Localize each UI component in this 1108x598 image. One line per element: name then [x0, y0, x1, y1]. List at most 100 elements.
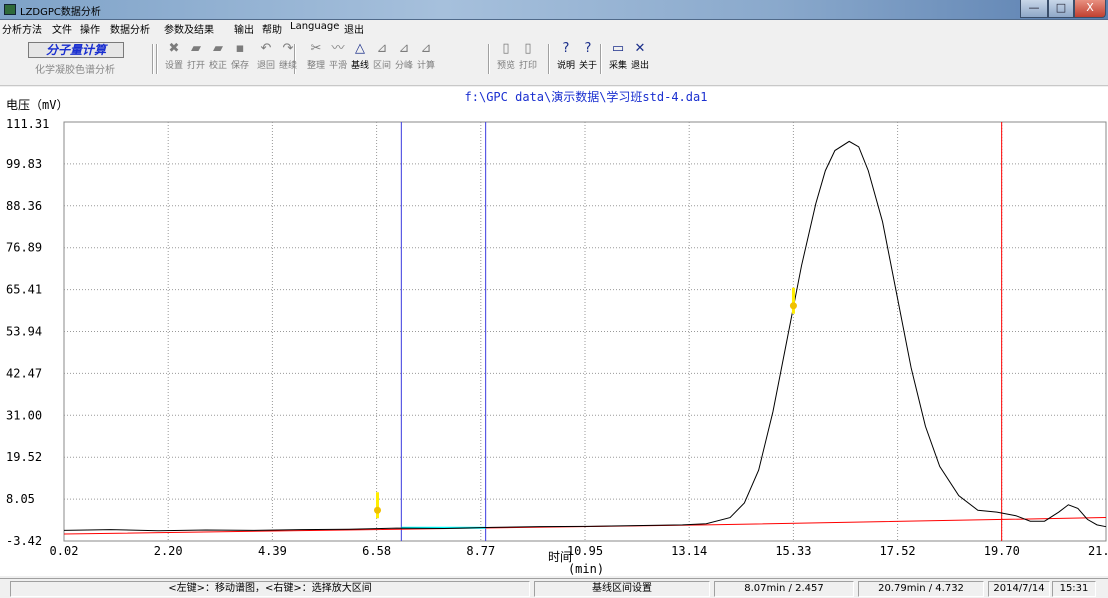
y-tick-label: 99.83: [6, 157, 42, 171]
menu-bar: 分析方法 文件 操作 数据分析 参数及结果 输出 帮助 Language 退出: [0, 20, 1108, 36]
menu-file[interactable]: 文件: [52, 25, 72, 36]
window-title: LZDGPC数据分析: [20, 7, 101, 18]
file-path-title: f:\GPC data\演示数据\学习班std-4.da1: [465, 89, 708, 104]
mode-title-button[interactable]: 分子量计算: [28, 42, 124, 58]
status-bar: <左键>：移动谱图，<右键>：选择放大区间 基线区间设置 8.07min / 2…: [0, 578, 1108, 598]
print-button[interactable]: ▯ 打印: [518, 40, 538, 76]
toolbar-separator: [548, 44, 550, 74]
title-bar[interactable]: LZDGPC数据分析 — □ X: [0, 0, 1108, 20]
tidy-button[interactable]: ✂ 整理: [306, 40, 326, 76]
preview-label: 预览: [496, 61, 515, 71]
interval-icon: ⊿: [376, 41, 388, 56]
calibrate-label: 校正: [208, 61, 227, 71]
smooth-label: 平滑: [328, 61, 347, 71]
toolbar-separator: [152, 44, 154, 74]
toolbar-separator: [488, 44, 490, 74]
interval-button[interactable]: ⊿ 区间: [372, 40, 392, 76]
x-tick-label: 17.52: [880, 544, 916, 558]
menu-analysis-method[interactable]: 分析方法: [2, 25, 42, 36]
x-tick-label: 2.20: [154, 544, 183, 558]
chromatogram-plot[interactable]: f:\GPC data\演示数据\学习班std-4.da1 电压（mV） 时间 (mi…: [0, 87, 1108, 576]
menu-language[interactable]: Language: [290, 21, 340, 32]
preview-icon: ▯: [502, 41, 510, 56]
x-axis-label: 时间: [548, 550, 572, 564]
about-button[interactable]: ? 关于: [578, 40, 598, 76]
settings-button[interactable]: ✖ 设置: [164, 40, 184, 76]
exit-button[interactable]: ✕ 退出: [630, 40, 650, 76]
y-tick-label: 53.94: [6, 325, 42, 339]
tidy-icon: ✂: [310, 41, 322, 56]
exit-icon: ✕: [634, 41, 646, 56]
settings-label: 设置: [164, 61, 183, 71]
x-tick-label: 8.77: [466, 544, 495, 558]
save-label: 保存: [230, 61, 249, 71]
preview-button[interactable]: ▯ 预览: [496, 40, 516, 76]
calculate-label: 计算: [416, 61, 435, 71]
calibrate-icon: ▰: [213, 41, 223, 56]
baseline-series: [63, 517, 1107, 535]
calibrate-button[interactable]: ▰ 校正: [208, 40, 228, 76]
menu-data-analysis[interactable]: 数据分析: [110, 25, 150, 36]
y-tick-label: 19.52: [6, 450, 42, 464]
x-tick-label: 6.58: [362, 544, 391, 558]
toolbar-separator: [600, 44, 602, 74]
y-tick-label: 65.41: [6, 283, 42, 297]
calculate-button[interactable]: ⊿ 计算: [416, 40, 436, 76]
save-button[interactable]: ▪ 保存: [230, 40, 250, 76]
toolbar-separator: [294, 44, 296, 74]
y-tick-label: 42.47: [6, 366, 42, 380]
y-tick-label: 111.31: [6, 117, 49, 131]
print-label: 打印: [518, 61, 537, 71]
menu-output[interactable]: 输出: [234, 25, 254, 36]
toolbar: 分子量计算 化学凝胶色谱分析 ✖ 设置 ▰ 打开 ▰ 校正 ▪ 保存 ↶ 退回 ↷ 继续 ✂ 整理〰平滑 △…: [0, 36, 1108, 86]
split-peak-label: 分峰: [394, 61, 413, 71]
menu-exit[interactable]: 退出: [344, 25, 364, 36]
status-time: 15:31: [1052, 581, 1096, 597]
y-tick-label: 88.36: [6, 199, 42, 213]
menu-help[interactable]: 帮助: [262, 25, 282, 36]
baseline-button[interactable]: △ 基线: [350, 40, 370, 76]
chart-svg[interactable]: f:\GPC data\演示数据\学习班std-4.da1 电压（mV） 时间(mi…: [0, 87, 1108, 576]
y-tick-label: 76.89: [6, 241, 42, 255]
mode-panel: 分子量计算 化学凝胶色谱分析: [6, 42, 144, 76]
status-cursor-end: 20.79min / 4.732: [858, 581, 984, 597]
about-label: 关于: [578, 61, 597, 71]
open-button[interactable]: ▰ 打开: [186, 40, 206, 76]
status-date: 2014/7/14: [988, 581, 1050, 597]
close-button[interactable]: X: [1074, 0, 1106, 18]
redo-button[interactable]: ↷ 继续: [278, 40, 298, 76]
split-peak-icon: ⊿: [398, 41, 410, 56]
x-tick-label: 10.95: [567, 544, 603, 558]
minimize-button[interactable]: —: [1020, 0, 1048, 18]
x-tick-label: 4.39: [258, 544, 287, 558]
open-icon: ▰: [191, 41, 201, 56]
instructions-button[interactable]: ? 说明: [556, 40, 576, 76]
redo-icon: ↷: [282, 41, 294, 56]
tidy-label: 整理: [306, 61, 325, 71]
baseline-icon: △: [355, 41, 365, 56]
x-tick-label: 19.70: [984, 544, 1020, 558]
maximize-button[interactable]: □: [1048, 0, 1074, 18]
status-hint: <左键>：移动谱图，<右键>：选择放大区间: [10, 581, 530, 597]
signal-trace: [63, 140, 1107, 532]
status-cursor-start: 8.07min / 2.457: [714, 581, 854, 597]
acquire-label: 采集: [608, 61, 627, 71]
y-tick-label: -3.42: [6, 534, 42, 548]
split-peak-button[interactable]: ⊿ 分峰: [394, 40, 414, 76]
acquire-icon: ▭: [611, 41, 625, 56]
x-axis-unit: (min): [568, 562, 604, 576]
x-tick-label: 0.02: [50, 544, 79, 558]
redo-label: 继续: [278, 61, 297, 71]
mode-subtitle: 化学凝胶色谱分析: [35, 65, 115, 76]
menu-operate[interactable]: 操作: [80, 25, 100, 36]
x-tick-label: 13.14: [671, 544, 707, 558]
y-tick-label: 31.00: [6, 408, 42, 422]
smooth-button[interactable]: 〰平滑: [328, 40, 348, 76]
exit-label: 退出: [630, 61, 649, 71]
menu-params-results[interactable]: 参数及结果: [164, 25, 214, 36]
x-tick-label: 15.33: [775, 544, 811, 558]
baseline-label: 基线: [350, 61, 369, 71]
acquire-button[interactable]: ▭ 采集: [608, 40, 628, 76]
calculate-icon: ⊿: [420, 41, 432, 56]
undo-button[interactable]: ↶ 退回: [256, 40, 276, 76]
